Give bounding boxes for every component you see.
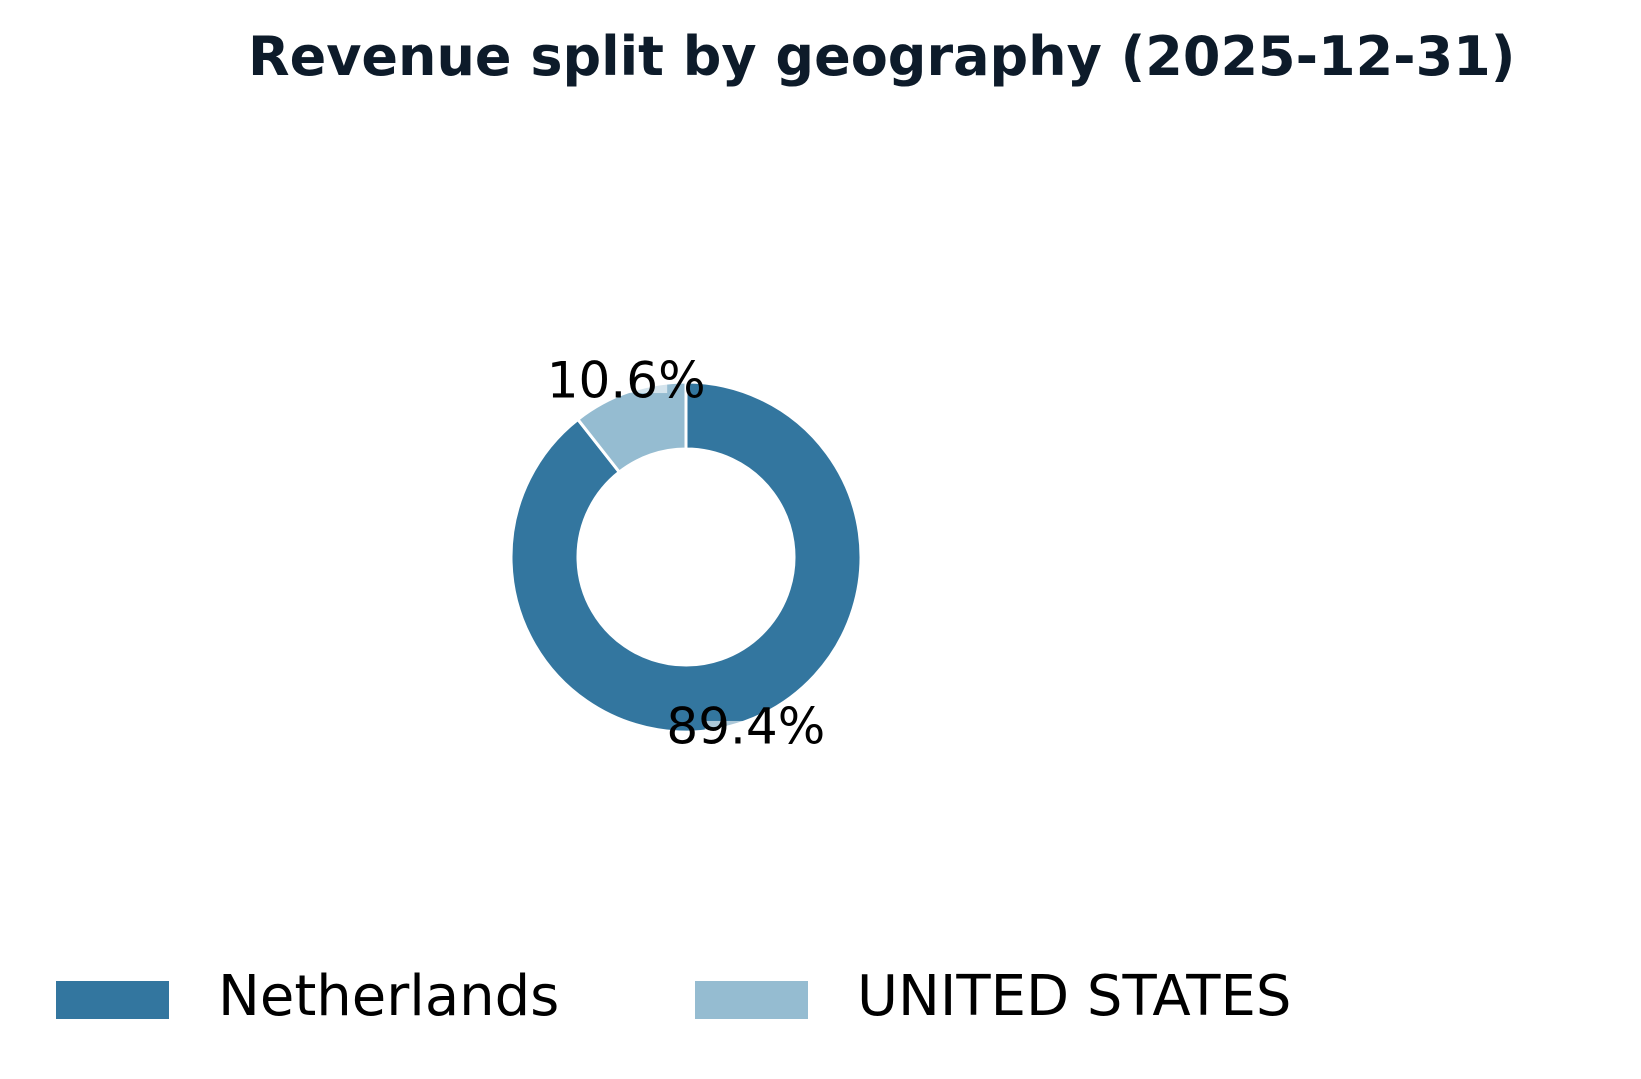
- legend-swatch: [695, 981, 808, 1019]
- legend-label: UNITED STATES: [857, 964, 1291, 1029]
- legend-label: Netherlands: [218, 964, 559, 1029]
- legend-swatch: [56, 981, 169, 1019]
- legend: Netherlands UNITED STATES: [56, 964, 1291, 1029]
- chart-title: Revenue split by geography (2025-12-31): [248, 25, 1515, 88]
- slice-label-background: [585, 375, 668, 394]
- slice-value-label: 10.6%: [547, 352, 706, 410]
- donut-slices: [509, 380, 863, 734]
- slice-value-label: 89.4%: [666, 697, 825, 755]
- slice-label-background: [704, 720, 787, 739]
- slice-labels: 89.4% 10.6%: [547, 352, 825, 756]
- donut-slice-united-states: [575, 380, 688, 475]
- donut-slice-netherlands: [509, 380, 863, 734]
